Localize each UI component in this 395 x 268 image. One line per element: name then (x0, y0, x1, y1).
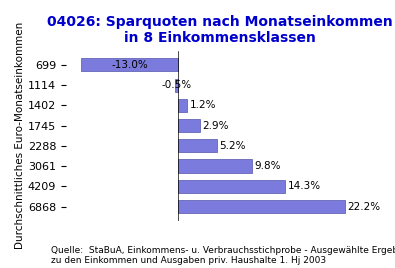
Text: -13.0%: -13.0% (111, 60, 148, 70)
Text: 5.2%: 5.2% (220, 141, 246, 151)
Text: Quelle:  StaBuA, Einkommens- u. Verbrauchsstichprobe - Ausgewählte Ergebnisse
zu: Quelle: StaBuA, Einkommens- u. Verbrauch… (51, 246, 395, 265)
Bar (175, 79, 178, 92)
Bar (178, 119, 200, 132)
Bar (81, 58, 178, 72)
Bar (178, 99, 187, 112)
Text: 22.2%: 22.2% (347, 202, 380, 211)
Text: 2.9%: 2.9% (202, 121, 229, 131)
Bar (178, 139, 217, 152)
Y-axis label: Durchschnittliches Euro-Monatseinkommen: Durchschnittliches Euro-Monatseinkommen (15, 22, 25, 249)
Bar (178, 159, 252, 173)
Text: 14.3%: 14.3% (288, 181, 321, 191)
Text: 9.8%: 9.8% (254, 161, 280, 171)
Bar (178, 200, 344, 213)
Text: 1.2%: 1.2% (190, 100, 216, 110)
Text: -0.5%: -0.5% (162, 80, 192, 90)
Title: 04026: Sparquoten nach Monatseinkommen
in 8 Einkommensklassen: 04026: Sparquoten nach Monatseinkommen i… (47, 15, 392, 45)
Bar (178, 180, 286, 193)
